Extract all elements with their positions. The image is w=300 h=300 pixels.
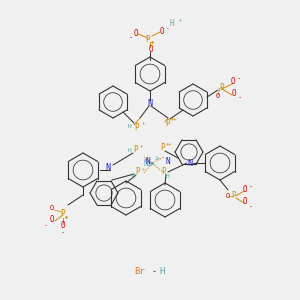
Text: O: O — [149, 46, 153, 55]
Text: O: O — [243, 197, 247, 206]
Text: H: H — [128, 148, 132, 152]
Text: +: + — [178, 17, 182, 22]
Text: O: O — [50, 205, 54, 211]
Text: H: H — [170, 20, 174, 28]
Text: N: N — [188, 158, 193, 167]
Text: -: - — [249, 183, 253, 189]
Text: P: P — [61, 208, 65, 217]
Text: O: O — [50, 215, 54, 224]
Text: H: H — [128, 124, 132, 130]
Text: N: N — [146, 158, 150, 166]
Text: -: - — [147, 268, 157, 277]
Text: O: O — [243, 185, 247, 194]
Text: P: P — [135, 122, 139, 131]
Text: ++: ++ — [166, 142, 172, 146]
Text: -: - — [129, 34, 133, 40]
Text: O: O — [232, 89, 236, 98]
Text: +: + — [141, 121, 145, 125]
Text: P: P — [162, 167, 166, 176]
Text: P: P — [161, 143, 165, 152]
Text: O: O — [216, 93, 220, 99]
Text: Ni: Ni — [143, 158, 153, 167]
Text: O: O — [160, 28, 164, 37]
Text: ++: ++ — [171, 116, 177, 122]
Text: +: + — [141, 167, 145, 172]
Text: +: + — [140, 143, 142, 148]
Text: H: H — [166, 173, 170, 178]
Text: -: - — [238, 94, 242, 100]
Text: O: O — [231, 77, 235, 86]
Text: N: N — [106, 164, 110, 172]
Text: H: H — [159, 268, 165, 277]
Text: O: O — [61, 221, 65, 230]
Text: -: - — [61, 229, 65, 235]
Text: P: P — [136, 167, 140, 176]
Text: 2+: 2+ — [155, 157, 161, 161]
Text: Br: Br — [135, 268, 146, 277]
Text: O: O — [134, 29, 138, 38]
Text: N: N — [148, 98, 152, 107]
Text: P: P — [134, 146, 138, 154]
Text: P: P — [232, 191, 236, 200]
Text: O: O — [226, 193, 230, 199]
Text: H: H — [132, 175, 136, 179]
Text: -: - — [166, 26, 170, 32]
Text: -: - — [44, 222, 48, 228]
Text: -: - — [237, 75, 241, 81]
Text: P: P — [146, 34, 150, 43]
Text: N: N — [166, 158, 170, 166]
Text: P: P — [220, 82, 224, 91]
Text: -: - — [249, 203, 253, 209]
Text: P: P — [166, 118, 170, 127]
